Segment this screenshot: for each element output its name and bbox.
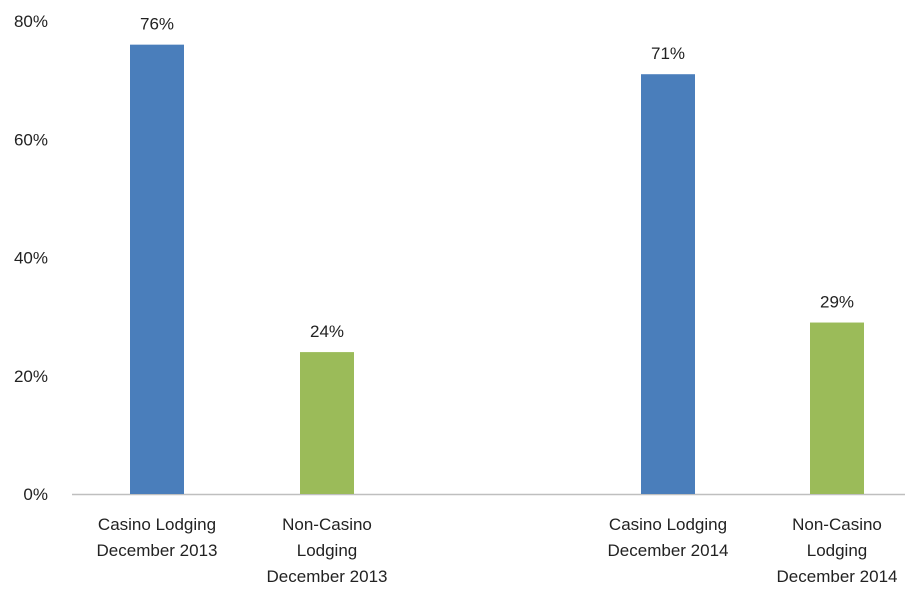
data-labels: 76% 24% 71% 29%: [140, 15, 854, 341]
bar: [810, 322, 864, 494]
y-tick-label: 0%: [23, 485, 48, 504]
category-label-line: December 2013: [267, 567, 388, 586]
y-tick-label: 60%: [14, 130, 48, 149]
category-labels: Casino Lodging December 2013 Non-Casino Lod…: [97, 515, 898, 586]
category-label-line: Non-Casino: [792, 515, 882, 534]
category-label: Casino Lodging December 2014: [608, 515, 729, 560]
y-tick-label: 80%: [14, 12, 48, 31]
bars: [130, 44, 864, 495]
category-label-line: December 2014: [608, 541, 729, 560]
category-label-line: Lodging: [297, 541, 358, 560]
category-label: Non-Casino Lodging December 2014: [777, 515, 898, 586]
data-label: 29%: [820, 293, 854, 312]
data-label: 24%: [310, 322, 344, 341]
bar: [130, 44, 184, 495]
y-tick-label: 40%: [14, 249, 48, 268]
category-label-line: Casino Lodging: [609, 515, 727, 534]
bar: [641, 74, 695, 495]
y-axis-ticks: 0% 20% 40% 60% 80%: [14, 12, 48, 504]
data-label: 76%: [140, 15, 174, 34]
category-label-line: December 2013: [97, 541, 218, 560]
category-label-line: December 2014: [777, 567, 898, 586]
category-label: Casino Lodging December 2013: [97, 515, 218, 560]
category-label-line: Non-Casino: [282, 515, 372, 534]
category-label: Non-Casino Lodging December 2013: [267, 515, 388, 586]
category-label-line: Lodging: [807, 541, 868, 560]
data-label: 71%: [651, 44, 685, 63]
bar: [300, 352, 354, 494]
y-tick-label: 20%: [14, 367, 48, 386]
category-label-line: Casino Lodging: [98, 515, 216, 534]
